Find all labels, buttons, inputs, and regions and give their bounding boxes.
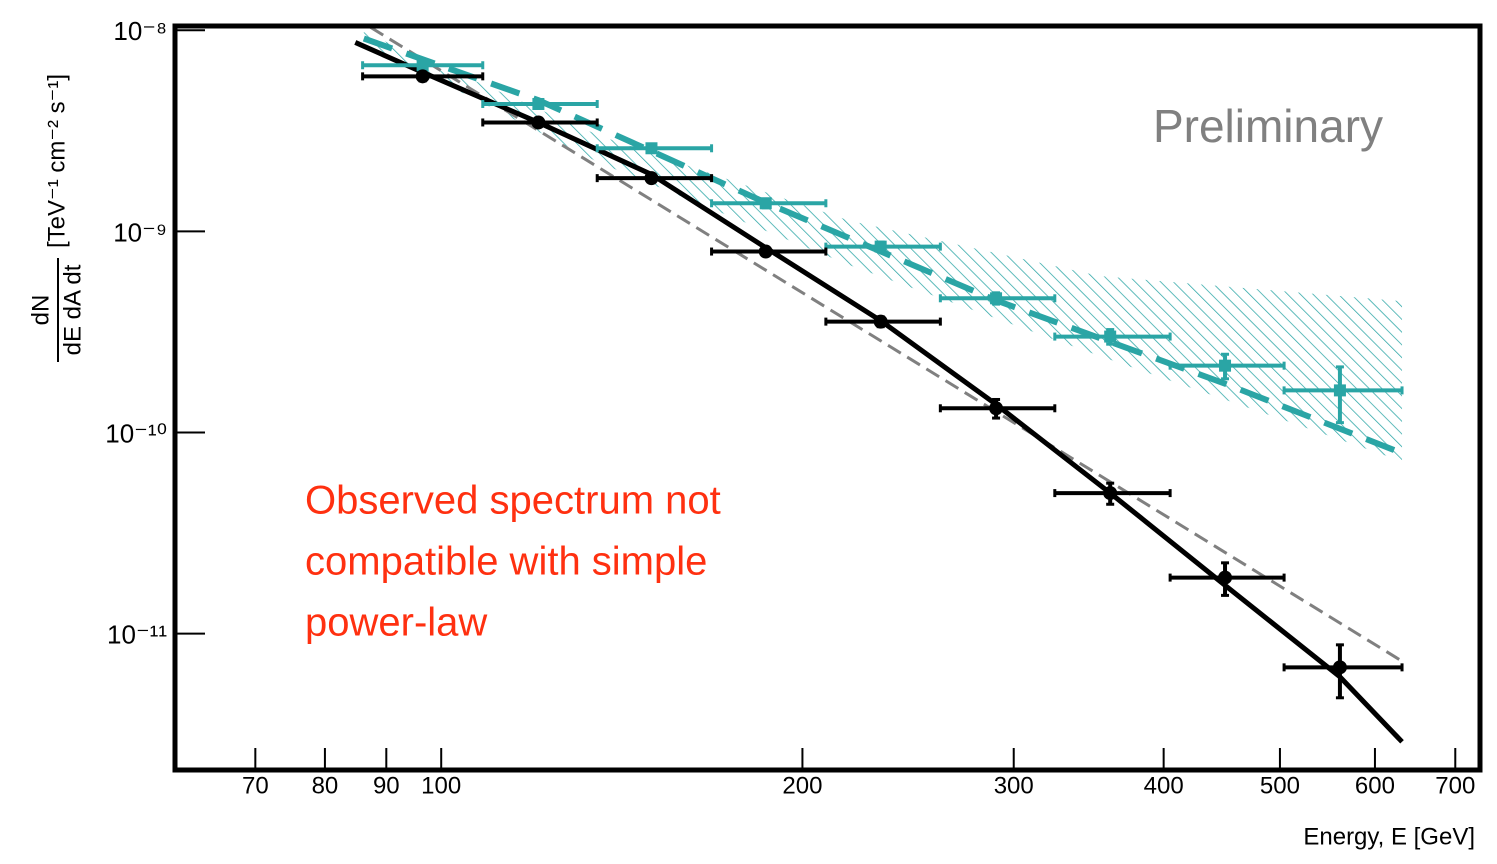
x-tick-label: 300: [994, 772, 1034, 799]
data-point: [645, 142, 658, 155]
data-point: [415, 69, 430, 84]
y-label-denominator: dE dA dt: [59, 264, 86, 355]
x-tick-label: 200: [782, 772, 822, 799]
data-point: [1332, 660, 1347, 675]
data-point: [759, 197, 772, 210]
y-tick-label: 10⁻⁹: [113, 217, 167, 247]
y-label-units: [TeV⁻¹ cm⁻² s⁻¹]: [43, 74, 70, 248]
x-tick-label: 90: [373, 772, 400, 799]
data-point: [1104, 330, 1117, 343]
frame: [172, 23, 1483, 773]
plot-area: [354, 26, 1404, 744]
x-tick-label: 80: [312, 772, 339, 799]
data-point: [758, 244, 773, 259]
note-line: power-law: [305, 601, 487, 645]
y-tick-label: 10⁻¹¹: [107, 620, 167, 650]
x-tick-label: 600: [1355, 772, 1395, 799]
data-point: [416, 59, 429, 72]
y-tick-label: 10⁻⁸: [113, 16, 167, 46]
x-tick-label: 400: [1144, 772, 1184, 799]
note-line: compatible with simple: [305, 540, 707, 584]
x-axis-label: Energy, E [GeV]: [1303, 823, 1475, 850]
data-point: [531, 115, 546, 130]
data-point: [644, 171, 659, 186]
data-point: [532, 97, 545, 110]
note-line: Observed spectrum not: [305, 479, 721, 523]
data-point: [1218, 570, 1233, 585]
preliminary-label: Preliminary: [1153, 100, 1383, 152]
y-tick-label: 10⁻¹⁰: [105, 418, 167, 448]
x-tick-label: 500: [1260, 772, 1300, 799]
data-point: [1333, 384, 1346, 397]
data-point: [874, 240, 887, 253]
data-point: [990, 292, 1003, 305]
x-tick-label: 700: [1435, 772, 1475, 799]
y-label-numerator: dN: [27, 295, 54, 326]
data-point: [989, 401, 1004, 416]
data-point: [873, 314, 888, 329]
x-tick-label: 100: [421, 772, 461, 799]
data-point: [1103, 486, 1118, 501]
data-point: [1219, 359, 1232, 372]
y-axis-label: dN dE dA dt [TeV⁻¹ cm⁻² s⁻¹]: [27, 74, 86, 362]
x-tick-label: 70: [242, 772, 269, 799]
